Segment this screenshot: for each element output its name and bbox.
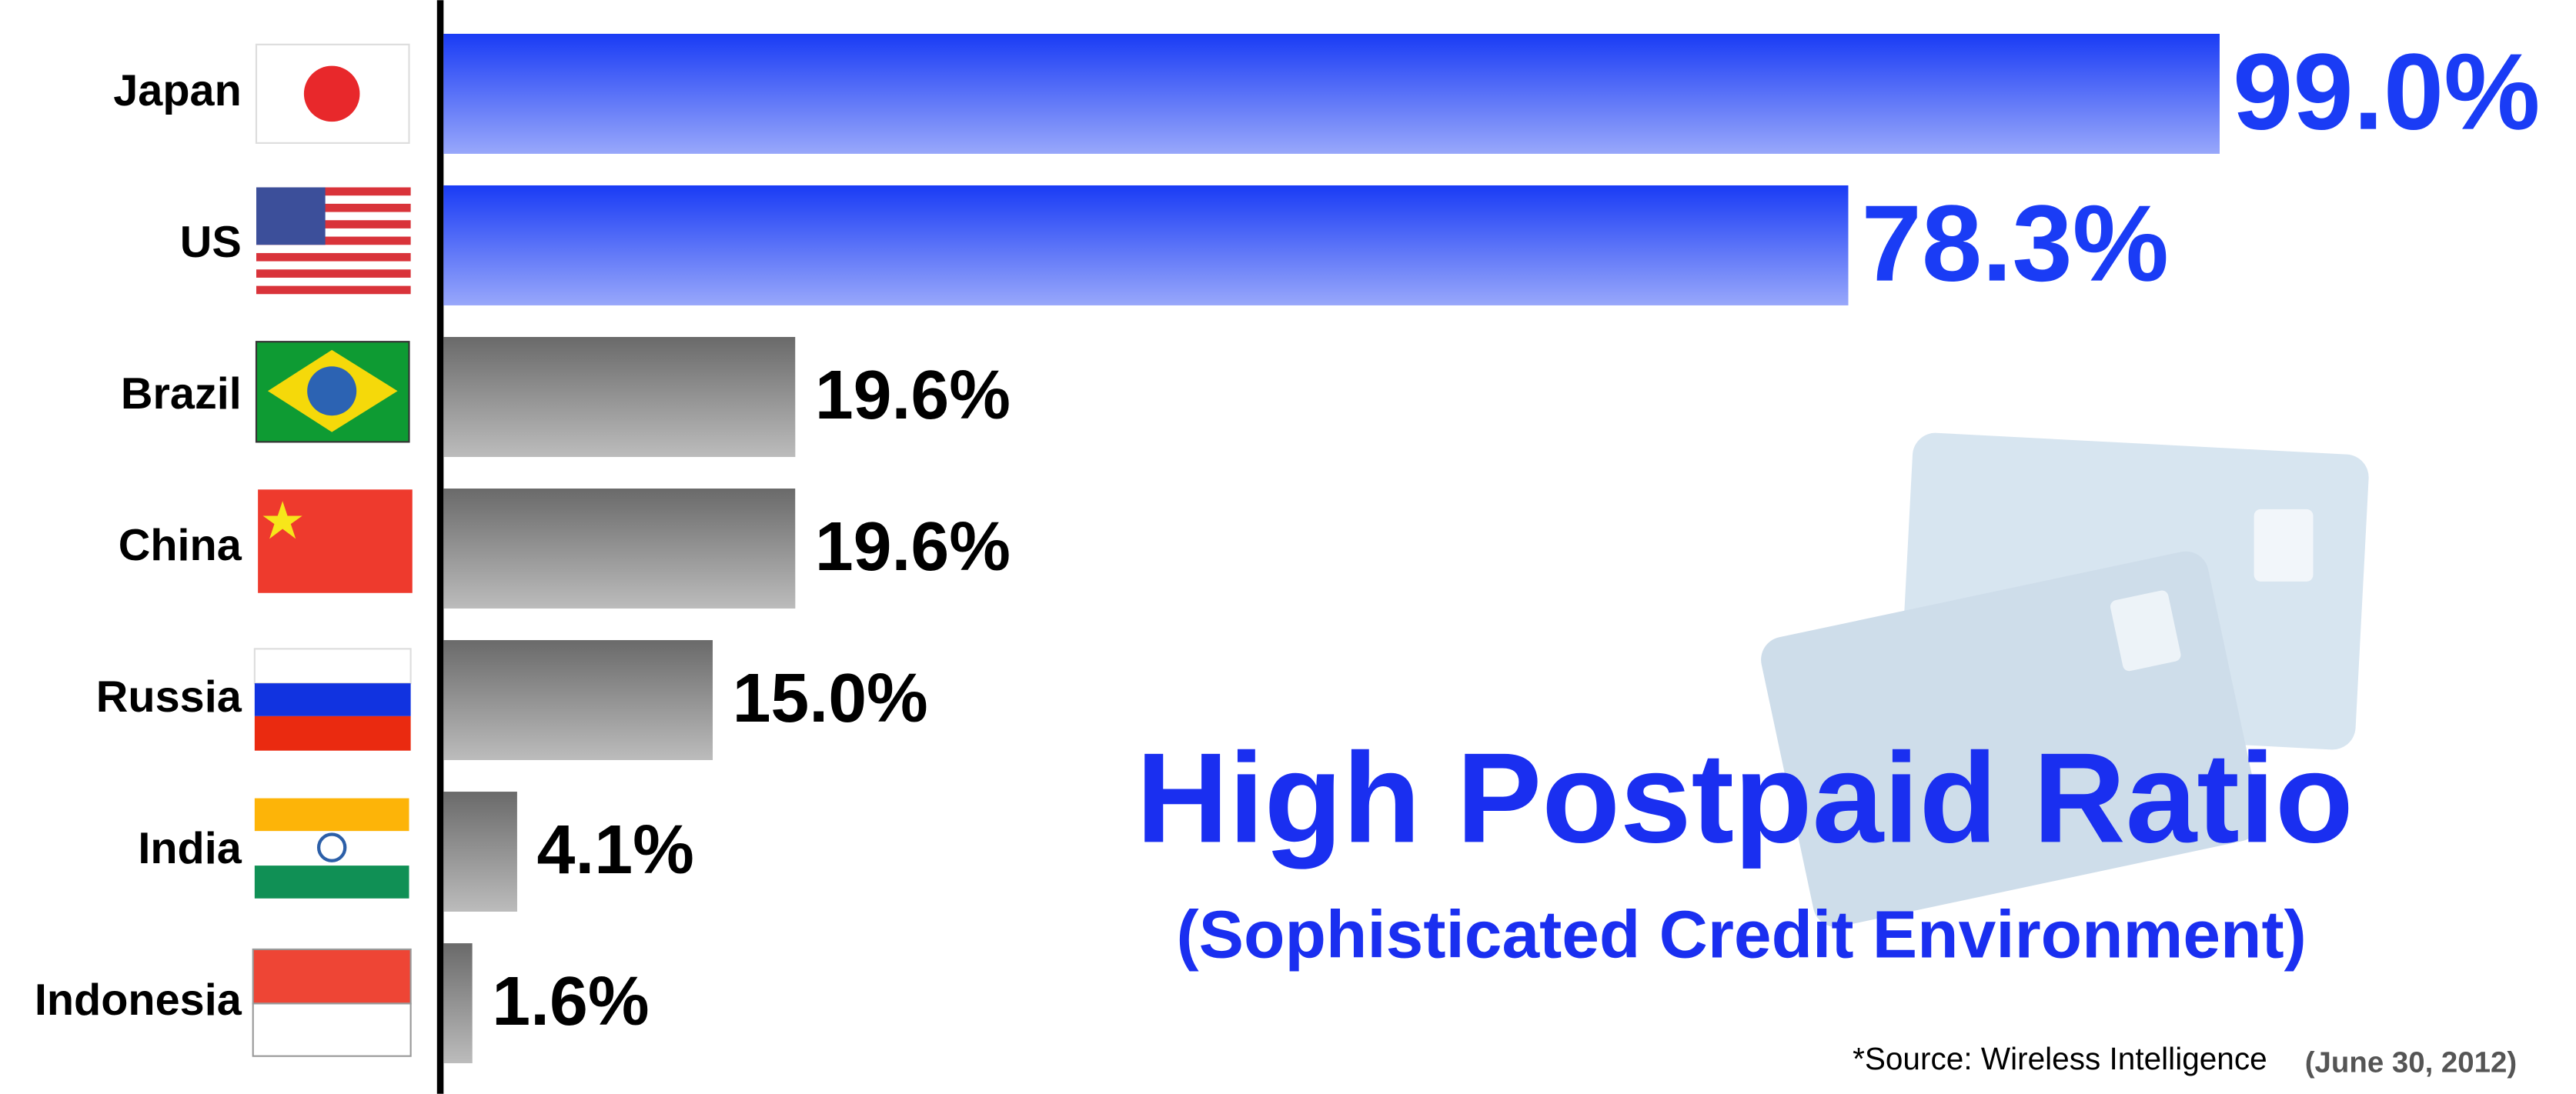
chart-title: High Postpaid Ratio: [1136, 726, 2354, 869]
bar-sheen: [443, 185, 1849, 305]
bar-sheen: [443, 792, 517, 912]
category-label: India: [138, 824, 242, 873]
category-label: Indonesia: [35, 976, 242, 1025]
value-label: 19.6%: [815, 356, 1011, 433]
category-label: China: [119, 521, 242, 570]
category-label: Japan: [113, 66, 242, 115]
category-label: Russia: [96, 672, 242, 722]
value-label: 1.6%: [492, 962, 649, 1039]
value-label: 99.0%: [2233, 31, 2540, 152]
category-label: Brazil: [121, 369, 242, 419]
value-label: 4.1%: [537, 811, 694, 888]
bar-sheen: [443, 33, 2220, 154]
credit-cards: [1761, 432, 2369, 927]
bar-sheen: [443, 943, 473, 1063]
source: *Source: Wireless Intelligence: [1853, 1041, 2267, 1076]
value-label: 19.6%: [815, 508, 1011, 585]
source-date: (June 30, 2012): [2305, 1046, 2517, 1079]
chart-subtitle: (Sophisticated Credit Environment): [1177, 896, 2307, 972]
flags: [252, 43, 413, 1057]
bar-sheen: [443, 489, 796, 609]
category-label: US: [180, 218, 242, 267]
value-label: 78.3%: [1862, 182, 2169, 304]
bar-sheen: [443, 640, 713, 760]
value-label: 15.0%: [733, 659, 928, 736]
bar-sheen: [443, 336, 796, 457]
